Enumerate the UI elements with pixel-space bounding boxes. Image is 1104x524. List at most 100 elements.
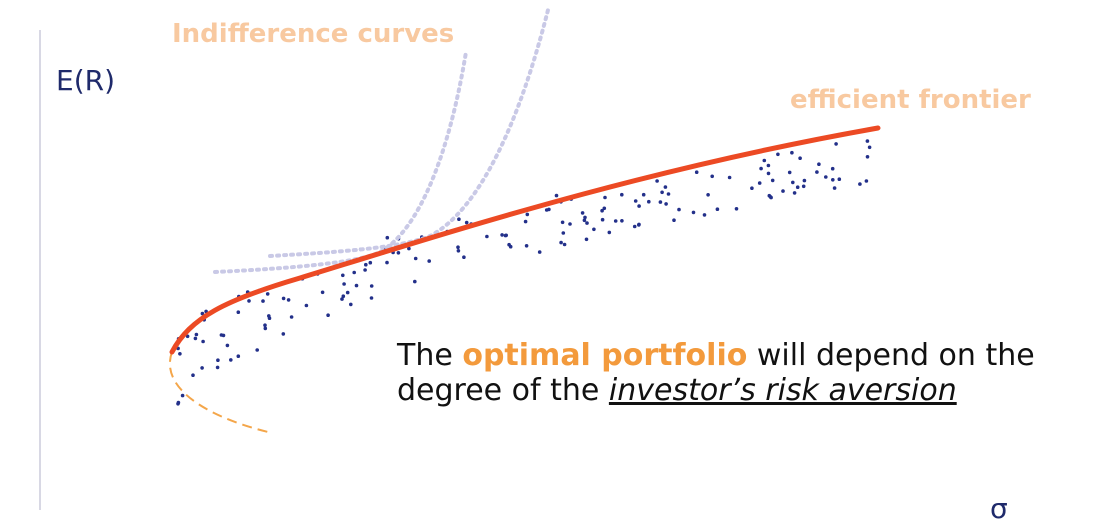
dot <box>369 296 374 300</box>
dot <box>247 299 251 303</box>
caption-text: degree of the <box>397 373 609 408</box>
dot <box>694 170 699 174</box>
dot <box>568 222 572 226</box>
dot <box>281 296 286 301</box>
dot <box>660 190 664 195</box>
indifference-curve <box>268 8 550 258</box>
dot <box>413 256 418 261</box>
dot <box>457 217 461 221</box>
dot <box>602 206 607 211</box>
caption-text: will depend on the <box>747 338 1034 373</box>
dot <box>464 220 469 225</box>
dot <box>219 333 224 337</box>
dot <box>560 220 565 225</box>
dot <box>702 213 707 217</box>
dot <box>261 299 265 303</box>
dot <box>352 270 357 275</box>
dot <box>368 260 373 265</box>
dot <box>191 373 195 378</box>
dot <box>592 227 596 232</box>
dot <box>385 260 389 265</box>
dot <box>666 192 671 196</box>
dot <box>802 178 807 183</box>
dot <box>580 211 585 215</box>
dot <box>413 279 417 284</box>
dot <box>215 365 220 370</box>
dot <box>341 294 346 299</box>
dot <box>216 358 220 363</box>
dot <box>364 262 368 267</box>
frontier-label: efficient frontier <box>790 85 1031 115</box>
dot <box>583 215 587 220</box>
dot <box>176 400 181 405</box>
dot <box>787 170 792 175</box>
dot <box>585 221 589 225</box>
dot <box>757 181 762 185</box>
dot <box>607 230 612 235</box>
dot <box>817 162 821 166</box>
dot <box>600 208 604 213</box>
dot <box>715 207 720 211</box>
dot <box>620 192 624 197</box>
dot <box>561 231 566 235</box>
dot <box>766 163 771 168</box>
dot <box>776 152 780 157</box>
dot <box>456 245 460 249</box>
dot <box>537 250 542 254</box>
dot <box>326 313 330 318</box>
dot <box>781 189 785 193</box>
dot <box>791 180 795 185</box>
dot <box>193 336 198 341</box>
dot <box>815 170 819 174</box>
dot <box>369 284 374 288</box>
dot <box>547 207 551 212</box>
dot <box>178 352 182 356</box>
dot <box>677 207 681 212</box>
dot <box>456 249 461 253</box>
dot <box>407 246 411 251</box>
caption-highlight: optimal portfolio <box>462 338 747 373</box>
dot <box>762 158 767 163</box>
dot <box>672 218 676 222</box>
dot <box>267 316 272 321</box>
dot <box>613 219 618 223</box>
dot <box>263 326 268 331</box>
dot <box>770 178 775 183</box>
dot <box>427 259 432 263</box>
dot <box>600 217 605 222</box>
dot <box>200 311 205 316</box>
dot <box>691 210 696 215</box>
dot <box>865 139 870 143</box>
dot <box>632 224 637 229</box>
dot <box>637 204 641 208</box>
dot <box>200 366 204 370</box>
dot <box>664 202 668 206</box>
dot <box>603 195 607 200</box>
dot <box>363 268 367 272</box>
dot <box>225 343 230 348</box>
dot <box>281 332 286 336</box>
dot <box>832 186 837 190</box>
dot <box>759 166 763 171</box>
dot <box>349 302 353 307</box>
indifference-label: Indifference curves <box>172 19 454 49</box>
dot <box>525 212 530 217</box>
dot <box>229 358 233 362</box>
dot <box>798 156 802 160</box>
dot <box>834 142 838 146</box>
dot <box>562 242 567 247</box>
dot <box>342 282 346 286</box>
dot <box>801 184 806 189</box>
dot <box>830 166 835 171</box>
dot <box>767 193 772 198</box>
dot <box>485 234 489 239</box>
dot <box>201 339 205 344</box>
dot <box>236 354 241 359</box>
caption-emphasis: investor’s risk aversion <box>609 373 957 408</box>
dot <box>559 240 563 245</box>
dot <box>858 182 862 186</box>
indifference-curve <box>213 50 468 274</box>
dot <box>554 193 559 198</box>
dot <box>831 178 835 182</box>
